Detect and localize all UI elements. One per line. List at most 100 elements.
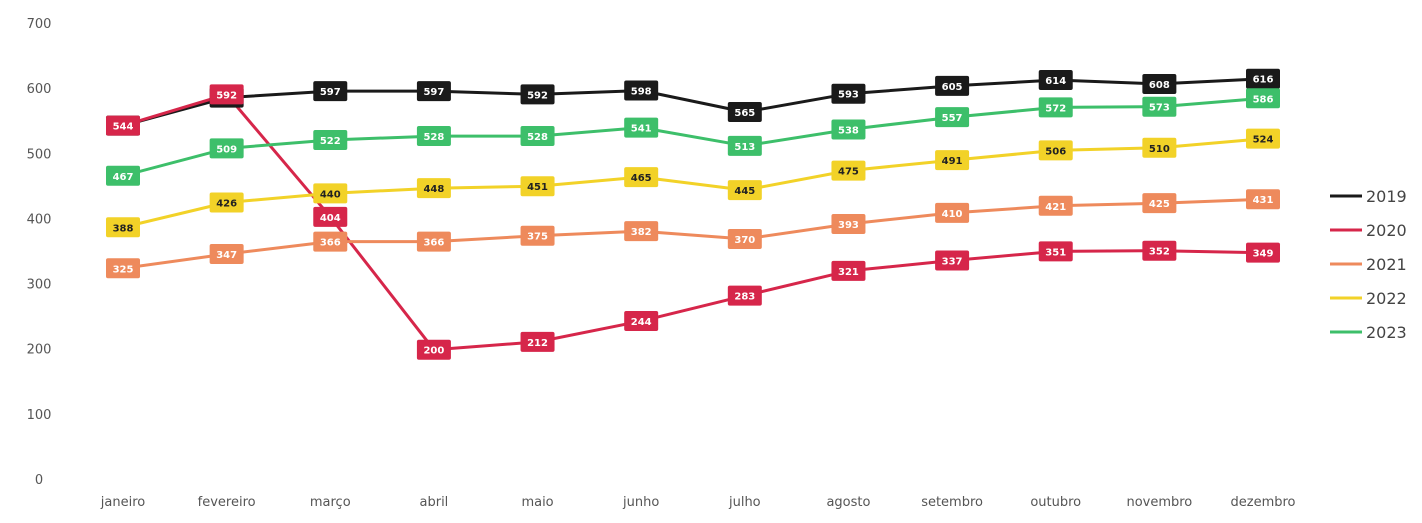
data-point-2022: 451 [520,176,555,197]
data-point-2023: 528 [416,126,451,147]
data-label-box [1038,195,1073,216]
data-label-box [106,115,140,136]
data-label: 573 [1149,103,1170,114]
data-label: 565 [734,108,755,119]
data-label-box [416,231,451,252]
data-label: 593 [838,90,859,101]
data-label-box [624,221,659,242]
data-label: 212 [527,338,548,349]
data-point-2022: 440 [313,183,348,204]
data-point-2019: 614 [1038,70,1073,91]
data-label-box [416,339,451,360]
y-tick-label: 100 [27,408,52,423]
data-label: 614 [1045,76,1066,87]
data-label-box [313,231,348,252]
series-line-2020 [121,92,1265,352]
data-label: 586 [1253,94,1274,105]
data-label-box [1246,242,1280,263]
data-label: 431 [1253,195,1274,206]
data-label: 541 [631,124,652,135]
data-point-2020: 592 [209,84,244,105]
data-label-box [520,176,555,197]
data-point-2023: 538 [831,119,866,140]
series-line-2019 [121,77,1265,128]
data-label: 404 [320,213,341,224]
data-label-box [209,84,244,105]
y-tick-label: 0 [35,473,43,488]
data-label-box [624,80,659,101]
data-label: 375 [527,232,548,243]
series-line-2021 [121,197,1265,270]
data-point-2019: 608 [1142,73,1177,94]
y-tick-label: 300 [27,278,52,293]
data-point-2022: 491 [935,150,970,171]
legend-label: 2023 [1366,323,1407,342]
data-label: 200 [423,346,444,357]
data-label: 592 [216,90,237,101]
data-point-2019: 597 [416,81,451,102]
data-point-2022: 445 [727,180,762,201]
data-point-2021: 370 [727,228,762,249]
data-label-box [416,126,451,147]
data-label-box [209,138,244,159]
data-point-2020: 200 [416,339,451,360]
data-point-2021: 325 [106,258,140,279]
data-label-box [1038,70,1073,91]
y-tick-label: 200 [27,343,52,358]
data-label: 337 [942,256,963,267]
data-label: 421 [1045,202,1066,213]
data-label-box [831,83,866,104]
x-tick-label: outubro [1030,495,1081,510]
data-label-box [1142,137,1177,158]
data-label-box [520,225,555,246]
data-label: 370 [734,235,755,246]
data-label: 440 [320,189,341,200]
data-label: 325 [113,264,134,275]
legend-item-2022: 2022 [1330,289,1407,308]
data-point-2019: 605 [935,75,970,96]
data-label: 349 [1253,249,1274,260]
series-line-2022 [121,137,1265,229]
data-label: 524 [1253,135,1274,146]
data-label: 393 [838,220,859,231]
data-point-2019: 616 [1246,68,1280,89]
legend-label: 2019 [1366,187,1407,206]
data-label-box [313,129,348,150]
data-label: 445 [734,186,755,197]
legend-label: 2020 [1366,221,1407,240]
x-tick-label: julho [728,495,761,510]
data-point-2021: 431 [1246,189,1280,210]
data-label: 528 [527,132,548,143]
data-point-2020: 337 [935,250,970,271]
data-label-box [1038,140,1073,161]
data-label: 557 [942,113,963,124]
x-tick-label: dezembro [1231,495,1296,510]
data-label: 321 [838,267,859,278]
data-label-box [209,243,244,264]
legend-label: 2021 [1366,255,1407,274]
data-label-box [106,217,140,238]
x-tick-label: setembro [921,495,983,510]
data-label: 616 [1253,75,1274,86]
data-point-2021: 382 [624,221,659,242]
data-point-2020: 349 [1246,242,1280,263]
data-label: 366 [320,238,341,249]
data-label: 572 [1045,103,1066,114]
legend-item-2019: 2019 [1330,187,1407,206]
data-label: 544 [113,122,134,133]
y-axis: 0 100 200 300 400 500 600 700 [27,17,52,488]
x-tick-label: março [310,495,351,510]
data-label-box [1246,128,1280,149]
x-tick-label: agosto [826,495,870,510]
data-label-box [831,119,866,140]
data-label-box [313,206,348,227]
data-point-2021: 366 [416,231,451,252]
data-label-box [1142,96,1177,117]
data-point-2023: 467 [106,165,140,186]
data-label-box [1246,189,1280,210]
legend-item-2020: 2020 [1330,221,1407,240]
data-point-2023: 513 [727,135,762,156]
data-label-box [935,202,970,223]
